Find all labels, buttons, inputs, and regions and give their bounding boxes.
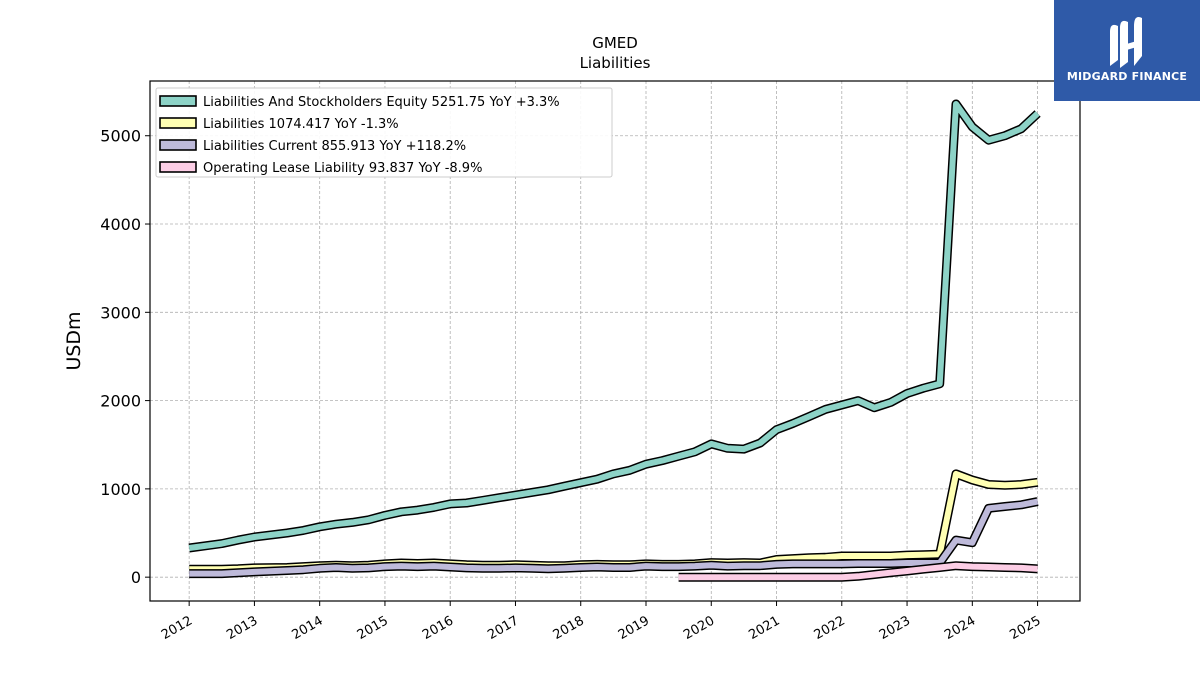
x-tick-label: 2018 [551, 613, 587, 643]
y-tick-label: 0 [131, 568, 141, 587]
logo-text: MIDGARD FINANCE [1066, 70, 1188, 83]
x-tick-label: 2020 [681, 613, 717, 643]
series-line-liabilities-and-stockholders-equity [188, 101, 1040, 551]
x-tick-label: 2013 [224, 613, 260, 643]
legend-label: Liabilities And Stockholders Equity 5251… [203, 95, 560, 110]
legend-swatch [159, 95, 197, 107]
x-tick-label: 2021 [746, 613, 782, 643]
chart-title: GMED [592, 34, 638, 52]
x-tick-label: 2017 [485, 613, 521, 643]
y-tick-label: 1000 [100, 480, 141, 499]
x-tick-label: 2019 [616, 613, 652, 643]
x-tick-label: 2014 [290, 613, 326, 643]
y-tick-label: 2000 [100, 392, 141, 411]
legend-box [155, 87, 613, 178]
legend-swatch [159, 139, 197, 151]
y-axis-label: USDm [63, 311, 85, 370]
series-line-operating-lease-liability [678, 562, 1038, 581]
plot-frame [149, 80, 1081, 602]
legend-swatch [159, 117, 197, 129]
legend: Liabilities And Stockholders Equity 5251… [155, 87, 613, 178]
logo-mark-icon [1110, 17, 1142, 68]
legend-label: Liabilities 1074.417 YoY -1.3% [203, 117, 399, 132]
series-line-liabilities [189, 470, 1039, 573]
series-line-liabilities-current [189, 498, 1039, 577]
x-tick-label: 2025 [1007, 613, 1043, 643]
x-tick-label: 2024 [942, 613, 978, 643]
midgard-finance-logo: MIDGARD FINANCE [1054, 0, 1200, 101]
x-tick-label: 2023 [877, 613, 913, 643]
x-tick-label: 2015 [355, 613, 391, 643]
x-tick-label: 2012 [159, 613, 195, 643]
y-tick-label: 5000 [100, 127, 141, 146]
x-axis: 2012 2013 2014 2015 2016 2017 2018 2019 2020 2021… [159, 601, 1044, 643]
y-tick-label: 3000 [100, 303, 141, 322]
x-tick-label: 2022 [812, 613, 848, 643]
chart-subtitle: Liabilities [580, 54, 651, 72]
x-tick-label: 2016 [420, 613, 456, 643]
y-tick-label: 4000 [100, 215, 141, 234]
legend-label: Operating Lease Liability 93.837 YoY -8.… [203, 161, 482, 176]
legend-label: Liabilities Current 855.913 YoY +118.2% [203, 139, 466, 154]
legend-swatch [159, 161, 197, 173]
y-axis: 0 1000 2000 3000 4000 5000 [100, 127, 150, 587]
series-lines [188, 99, 1041, 582]
